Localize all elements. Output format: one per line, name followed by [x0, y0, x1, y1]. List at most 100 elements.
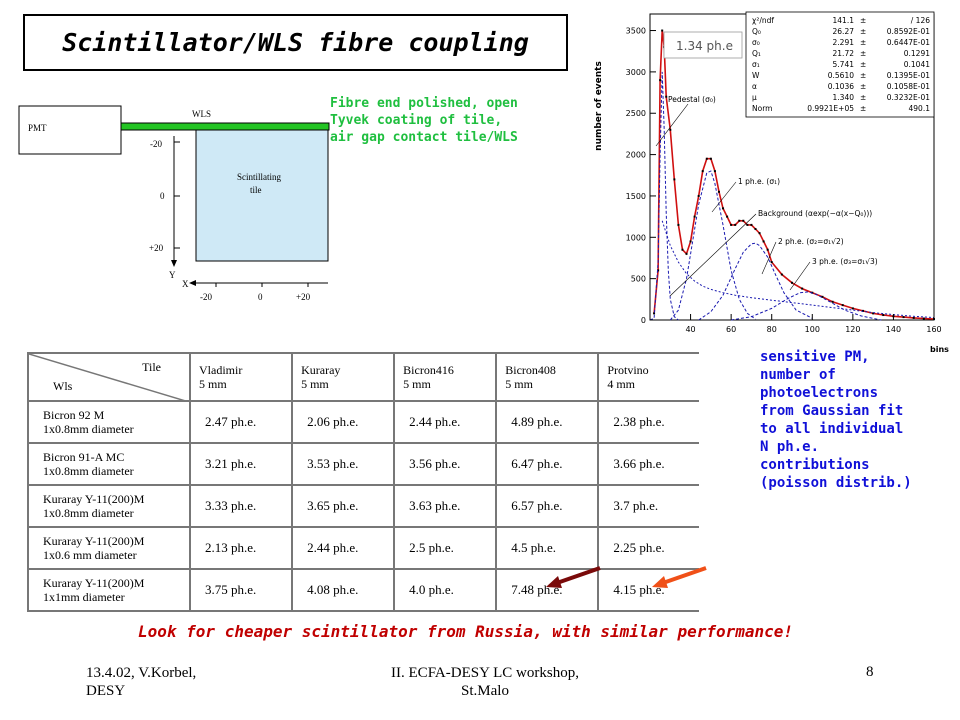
fit-param-pm: ±	[860, 16, 866, 25]
fit-param-name: σ₀	[752, 38, 760, 47]
pm-note-line: contributions	[760, 457, 870, 473]
x-tick-label: 160	[926, 325, 941, 334]
table-row: Kuraray Y-11(200)M 1x0.6 mm diameter 2.13…	[27, 526, 699, 570]
data-point	[661, 29, 664, 32]
x-tick-label: 80	[767, 325, 777, 334]
table-row: Kuraray Y-11(200)M 1x1mm diameter 3.75 ph…	[27, 568, 699, 612]
pm-note: sensitive PM, number of photoelectrons f…	[760, 348, 960, 492]
fibre-note-line: air gap contact tile/WLS	[330, 130, 518, 145]
column-name: Protvino	[607, 363, 649, 377]
table-cell: 6.47 ph.e.	[495, 442, 600, 486]
page-number: 8	[866, 664, 874, 680]
row-label: Bicron 91-A MC 1x0.8mm diameter	[27, 442, 191, 486]
fit-param-value: 5.741	[833, 60, 855, 69]
fit-param-error: 0.1291	[904, 49, 930, 58]
fit-param-error: 0.1395E-01	[887, 71, 930, 80]
data-point	[766, 248, 769, 251]
chart-annotation: Background (αexp(−α(x−Q₀)))	[758, 209, 872, 218]
fit-param-value: 1.340	[833, 93, 855, 102]
annotation-pointer	[655, 103, 689, 147]
column-size: 5 mm	[301, 377, 329, 391]
tile-label-line1: Scintillating	[237, 172, 281, 182]
y-axis-label: Y	[169, 270, 176, 280]
table-cell: 3.63 ph.e.	[393, 484, 498, 528]
table-cell: 3.53 ph.e.	[291, 442, 396, 486]
fit-param-name: α	[752, 82, 757, 91]
fit-param-value: 21.72	[833, 49, 855, 58]
fibre-name: Kuraray Y-11(200)M	[43, 492, 145, 506]
data-point	[665, 95, 668, 98]
table-cell: 6.57 ph.e.	[495, 484, 600, 528]
y-tick-pos20: +20	[149, 243, 164, 253]
row-label: Kuraray Y-11(200)M 1x0.8mm diameter	[27, 484, 191, 528]
annotation-pointer	[711, 181, 737, 213]
fit-param-name: χ²/ndf	[752, 16, 774, 25]
table-cell: 3.56 ph.e.	[393, 442, 498, 486]
scintillating-tile	[195, 129, 329, 262]
column-header: Vladimir 5 mm	[188, 352, 294, 402]
corner-wls-label: Wls	[53, 379, 73, 393]
data-point	[726, 215, 729, 218]
pm-note-line: from Gaussian fit	[760, 403, 904, 419]
series-3-ph-e-	[731, 291, 882, 321]
data-point	[912, 316, 915, 319]
chart-annotation: 2 ph.e. (σ₂=σ₁√2)	[778, 237, 844, 246]
data-point	[657, 269, 660, 272]
pm-note-line: photoelectrons	[760, 385, 879, 401]
fit-param-name: μ	[752, 93, 757, 102]
footer-event-line: St.Malo	[461, 683, 509, 699]
column-name: Bicron408	[505, 363, 556, 377]
series-2-ph-e-	[698, 242, 813, 321]
fit-param-name: σ₁	[752, 60, 760, 69]
table-cell: 2.47 ph.e.	[188, 400, 294, 444]
fit-parameter-box: χ²/ndf 141.1 ± / 126 Q₀ 26.27 ±0.8592E-01 σ₀ 2.2…	[745, 11, 935, 118]
y-axis-title: number of events	[594, 61, 604, 151]
bottom-note: Look for cheaper scintillator from Russi…	[138, 622, 794, 641]
x-tick-neg20: -20	[200, 292, 212, 302]
y-tick-label: 2500	[626, 109, 646, 118]
data-point	[689, 240, 692, 243]
annotation-pointer	[761, 241, 777, 275]
column-size: 4 mm	[607, 377, 635, 391]
fibre-diameter: 1x1mm diameter	[43, 590, 125, 604]
fit-param-error: 0.3232E-01	[887, 93, 930, 102]
table-cell: 2.44 ph.e.	[393, 400, 498, 444]
fibre-name: Bicron 92 M	[43, 408, 105, 422]
footer-event: II. ECFA-DESY LC workshop, St.Malo	[350, 664, 620, 700]
y-tick-label: 1000	[626, 233, 646, 242]
data-point	[882, 314, 885, 317]
data-point	[742, 219, 745, 222]
y-tick-label: 1500	[626, 192, 646, 201]
data-point	[851, 307, 854, 310]
x-tick-0: 0	[258, 292, 263, 302]
fit-param-pm: ±	[860, 71, 866, 80]
chart-annotation: 3 ph.e. (σ₃=σ₁√3)	[812, 257, 878, 266]
data-point	[902, 316, 905, 319]
table-header-row: Tile Wls Vladimir 5 mm Kuraray 5 mm Bicron…	[27, 352, 699, 402]
data-point	[738, 219, 741, 222]
data-point	[734, 223, 737, 226]
table-cell: 3.33 ph.e.	[188, 484, 294, 528]
fibre-name: Kuraray Y-11(200)M	[43, 534, 145, 548]
fibre-diameter: 1x0.8mm diameter	[43, 464, 134, 478]
table-cell: 2.25 ph.e.	[597, 526, 699, 570]
pm-note-line: (poisson distrib.)	[760, 475, 912, 491]
column-name: Kuraray	[301, 363, 341, 377]
arrow-dark-red	[553, 566, 601, 586]
data-point	[762, 240, 765, 243]
column-header: Protvino 4 mm	[597, 352, 699, 402]
fit-param-value: 0.1036	[828, 82, 854, 91]
table-cell: 2.06 ph.e.	[291, 400, 396, 444]
data-point	[653, 312, 656, 315]
data-point	[758, 232, 761, 235]
table-cell: 4.5 ph.e.	[495, 526, 600, 570]
table-row: Bicron 92 M 1x0.8mm diameter 2.47 ph.e. 2…	[27, 400, 699, 444]
fit-param-error: 0.1058E-01	[887, 82, 930, 91]
x-tick-label: 100	[805, 325, 820, 334]
fit-param-name: Q₀	[752, 27, 761, 36]
fit-param-value: 141.1	[833, 16, 855, 25]
photoelectron-spectrum-chart: 0 500 1000 1500 2000 2500 3000 3500 40 60 80 100 120…	[588, 6, 952, 354]
data-point	[659, 79, 662, 82]
fit-param-pm: ±	[860, 49, 866, 58]
tile-fibre-diagram: PMT WLS Scintillating tile -20 0 +20 Y X…	[18, 105, 330, 302]
